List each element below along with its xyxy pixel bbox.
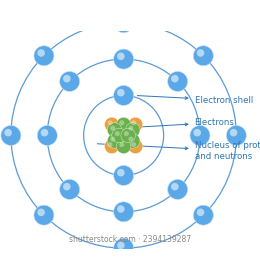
Circle shape xyxy=(190,125,210,145)
Circle shape xyxy=(226,125,246,145)
Circle shape xyxy=(131,120,136,125)
Circle shape xyxy=(63,75,71,82)
Circle shape xyxy=(193,46,213,66)
Circle shape xyxy=(114,49,134,69)
Circle shape xyxy=(60,71,80,92)
Circle shape xyxy=(110,137,115,142)
Circle shape xyxy=(193,129,201,136)
Circle shape xyxy=(114,165,134,185)
Circle shape xyxy=(105,139,119,154)
Circle shape xyxy=(114,13,134,33)
Circle shape xyxy=(115,131,120,136)
Circle shape xyxy=(60,179,80,199)
Circle shape xyxy=(107,123,122,137)
Text: shutterstock.com · 2394139287: shutterstock.com · 2394139287 xyxy=(69,235,191,244)
Circle shape xyxy=(116,117,131,132)
Circle shape xyxy=(171,75,179,82)
Text: Electron shell: Electron shell xyxy=(137,95,253,104)
Circle shape xyxy=(121,128,135,143)
Text: Electrons: Electrons xyxy=(137,118,235,127)
Circle shape xyxy=(171,183,179,190)
Circle shape xyxy=(110,126,115,131)
Circle shape xyxy=(117,16,125,24)
Circle shape xyxy=(117,89,125,96)
Circle shape xyxy=(197,49,204,57)
Circle shape xyxy=(126,123,140,137)
Circle shape xyxy=(1,125,21,145)
Circle shape xyxy=(119,142,124,147)
Circle shape xyxy=(168,179,188,199)
Text: Nucleus of protons
and neutrons: Nucleus of protons and neutrons xyxy=(97,141,260,161)
Circle shape xyxy=(114,85,134,106)
Circle shape xyxy=(114,202,134,222)
Circle shape xyxy=(124,131,129,136)
Circle shape xyxy=(126,134,140,148)
Circle shape xyxy=(107,142,113,147)
Circle shape xyxy=(128,137,133,142)
Circle shape xyxy=(105,117,119,132)
Circle shape xyxy=(117,205,125,213)
Circle shape xyxy=(197,209,204,216)
Circle shape xyxy=(128,126,133,131)
Circle shape xyxy=(34,46,54,66)
Circle shape xyxy=(4,129,12,136)
Circle shape xyxy=(37,49,45,57)
Circle shape xyxy=(117,169,125,176)
Circle shape xyxy=(193,205,213,225)
Circle shape xyxy=(117,52,125,60)
Circle shape xyxy=(128,117,143,132)
Circle shape xyxy=(128,139,143,154)
Circle shape xyxy=(37,125,57,145)
Circle shape xyxy=(107,120,113,125)
Circle shape xyxy=(114,238,134,258)
Circle shape xyxy=(116,139,131,154)
Circle shape xyxy=(63,183,71,190)
Circle shape xyxy=(119,120,124,125)
Circle shape xyxy=(112,128,126,143)
Circle shape xyxy=(117,242,125,249)
Circle shape xyxy=(131,142,136,147)
Circle shape xyxy=(168,71,188,92)
Circle shape xyxy=(41,129,48,136)
Circle shape xyxy=(230,129,237,136)
Circle shape xyxy=(37,209,45,216)
Circle shape xyxy=(107,134,122,148)
Circle shape xyxy=(34,205,54,225)
